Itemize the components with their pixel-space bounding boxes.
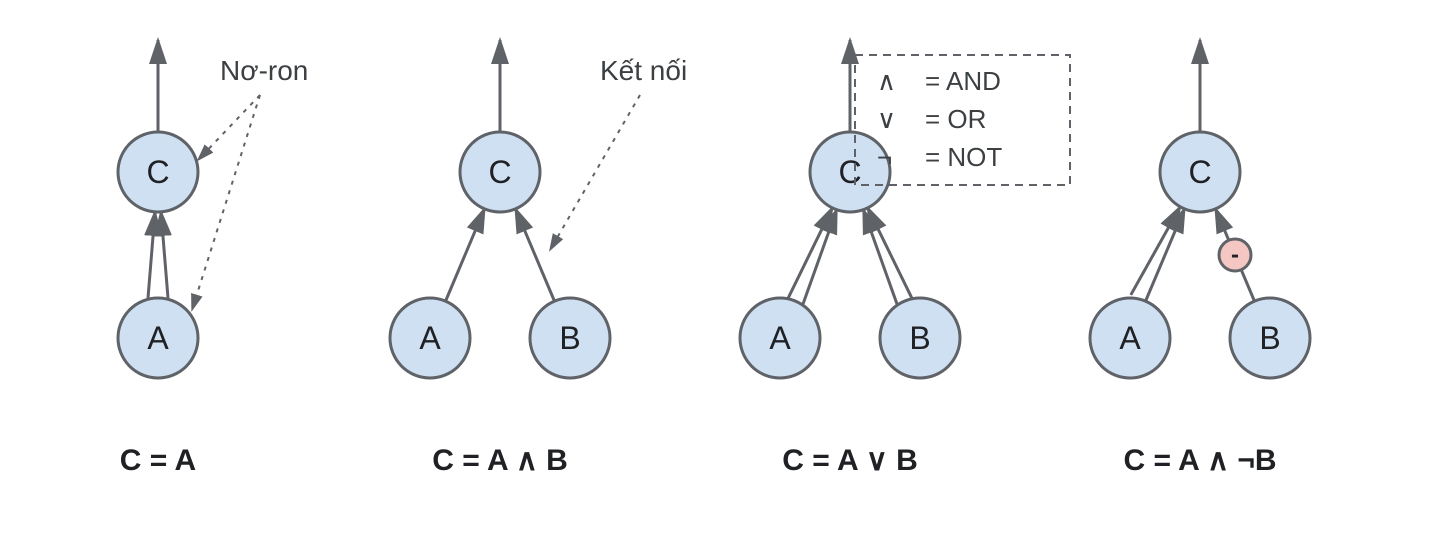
panel-caption: C = A ∧ ¬B (1123, 444, 1276, 477)
legend-text: = OR (925, 104, 986, 134)
edge-a-c (446, 209, 485, 301)
negation-label: - (1231, 242, 1239, 269)
node-c-label: C (838, 154, 861, 190)
panel-caption: C = A ∧ B (432, 444, 568, 477)
legend-symbol: ¬ (877, 142, 892, 172)
legend-symbol: ∨ (877, 104, 896, 134)
edge-a-c-2 (148, 212, 155, 298)
panel-p2: C A B Kết nối C = A ∧ B (390, 40, 687, 477)
node-a-label: A (147, 320, 169, 356)
legend-symbol: ∧ (877, 66, 896, 96)
edge-b-c (516, 209, 555, 301)
annotation-pointer (550, 95, 640, 250)
node-c-label: C (488, 154, 511, 190)
node-b-label: B (1259, 320, 1280, 356)
panel-p4: - C A B C = A ∧ ¬B (1090, 40, 1310, 477)
node-a-label: A (419, 320, 441, 356)
legend-text: = AND (925, 66, 1001, 96)
edge-a-c-2 (1131, 207, 1180, 295)
node-c-label: C (1188, 154, 1211, 190)
panel-caption: C = A ∨ B (782, 444, 918, 477)
node-c-label: C (146, 154, 169, 190)
legend-text: = NOT (925, 142, 1002, 172)
node-a-label: A (769, 320, 791, 356)
annotation-connection: Kết nối (600, 55, 687, 86)
node-a-label: A (1119, 320, 1141, 356)
node-b-label: B (559, 320, 580, 356)
panel-caption: C = A (120, 444, 196, 477)
edge-a-c-1 (161, 212, 168, 298)
edge-a-c (1146, 209, 1185, 301)
annotation-neuron: Nơ-ron (220, 55, 308, 86)
legend: ∧ = AND ∨ = OR ¬ = NOT (855, 55, 1070, 185)
panel-p1: C A Nơ-ron C = A (118, 40, 308, 477)
node-b-label: B (909, 320, 930, 356)
annotation-pointer (192, 95, 260, 310)
